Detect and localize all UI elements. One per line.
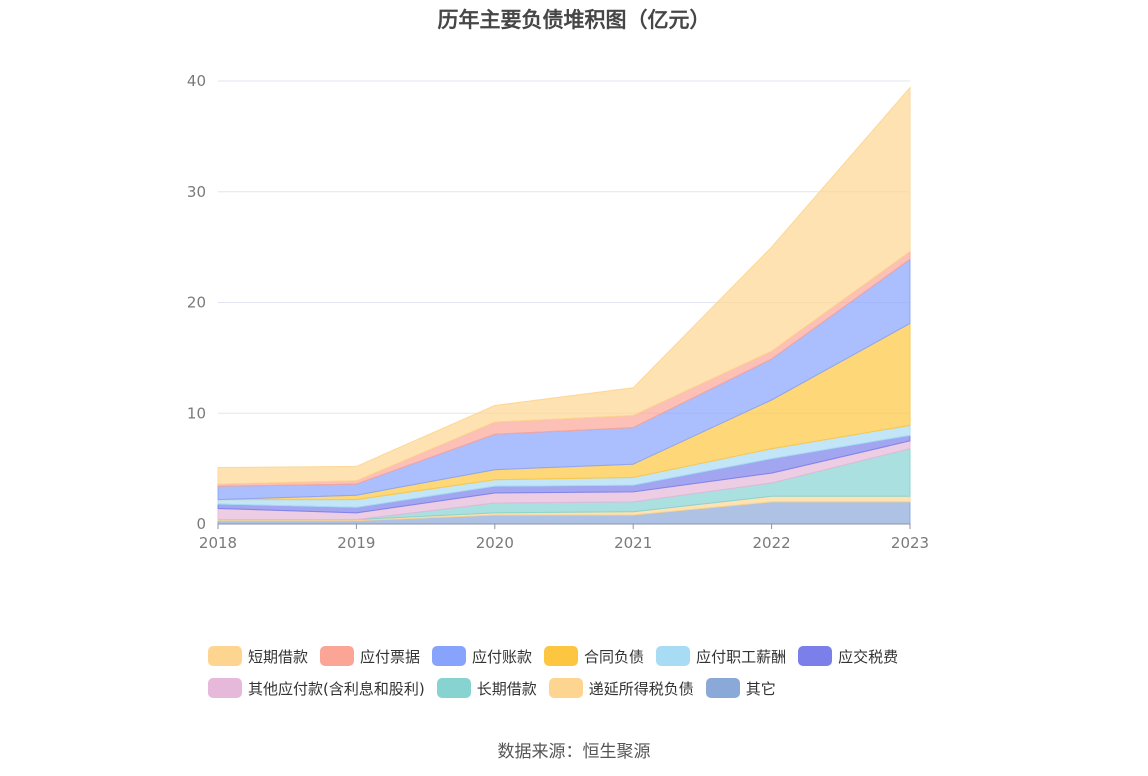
legend-item[interactable]: 其它	[705, 678, 776, 699]
legend-item[interactable]: 短期借款	[208, 646, 308, 667]
legend-swatch	[320, 646, 355, 666]
legend-label: 短期借款	[248, 647, 309, 666]
legend-label: 递延所得税负债	[588, 679, 694, 698]
legend-swatch	[544, 646, 579, 666]
y-tick-label: 0	[196, 515, 206, 533]
x-tick-label: 2021	[614, 534, 652, 552]
legend-swatch	[548, 678, 583, 698]
legend-item[interactable]: 递延所得税负债	[548, 678, 694, 699]
chart-title: 历年主要负债堆积图（亿元）	[437, 8, 711, 32]
legend-label: 其它	[745, 679, 776, 698]
y-tick-label: 30	[187, 183, 206, 201]
legend-label: 应付职工薪酬	[696, 647, 787, 666]
legend-row: 短期借款 应付票据 应付账款 合同负债 应付职工薪酬 应交税费	[208, 640, 968, 672]
x-tick-label: 2018	[199, 534, 237, 552]
legend-item[interactable]: 其他应付款(含利息和股利)	[208, 678, 425, 699]
legend-item[interactable]: 长期借款	[436, 678, 537, 699]
y-tick-label: 20	[187, 294, 206, 312]
legend-item[interactable]: 合同负债	[544, 646, 644, 667]
legend-swatch	[436, 678, 471, 698]
legend-item[interactable]: 应付票据	[320, 646, 420, 667]
legend-swatch	[656, 646, 691, 666]
legend-label: 应付票据	[360, 647, 421, 666]
legend-label: 合同负债	[584, 647, 645, 666]
legend-label: 其他应付款(含利息和股利)	[248, 679, 425, 698]
legend-swatch	[798, 646, 833, 666]
data-source-note: 数据来源：恒生聚源	[497, 742, 651, 762]
legend-item[interactable]: 应付账款	[432, 646, 532, 667]
legend-label: 应交税费	[838, 647, 899, 666]
legend-item[interactable]: 应付职工薪酬	[656, 646, 786, 667]
legend-label: 应付账款	[472, 647, 533, 666]
x-tick-label: 2023	[891, 534, 929, 552]
y-tick-label: 40	[187, 72, 206, 90]
legend-swatch	[208, 646, 242, 666]
area-series-9[interactable]	[217, 86, 911, 485]
x-tick-label: 2020	[476, 534, 514, 552]
area-series	[217, 86, 911, 525]
legend-item[interactable]: 应交税费	[798, 646, 898, 667]
y-tick-label: 10	[187, 404, 206, 422]
legend-swatch	[208, 678, 242, 698]
legend-row: 其他应付款(含利息和股利) 长期借款 递延所得税负债 其它	[208, 672, 968, 704]
legend-swatch	[705, 678, 740, 698]
legend-swatch	[432, 646, 467, 666]
legend: 短期借款 应付票据 应付账款 合同负债 应付职工薪酬 应交税费其他应付款(含利息和股利) 长…	[208, 640, 968, 704]
stacked-area-chart: 0 10 20 30 40 2018 2019 2020 2021 2022 2023	[187, 72, 929, 552]
axes: 0 10 20 30 40 2018 2019 2020 2021 2022 2023	[187, 72, 929, 552]
x-tick-label: 2022	[753, 534, 791, 552]
x-tick-label: 2019	[337, 534, 375, 552]
legend-label: 长期借款	[476, 679, 537, 698]
